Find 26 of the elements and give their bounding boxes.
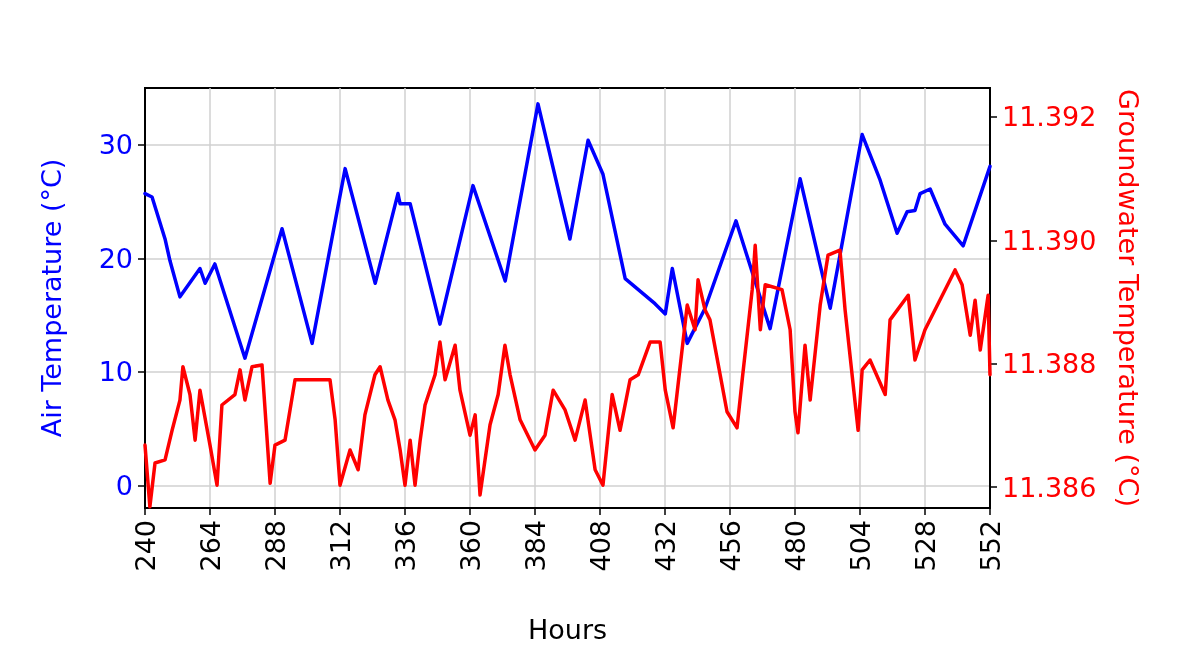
x-tick-label: 456 bbox=[714, 520, 746, 572]
x-tick-label: 288 bbox=[259, 520, 291, 572]
x-tick-label: 408 bbox=[584, 520, 616, 572]
x-tick-label: 552 bbox=[974, 520, 1006, 572]
y2-axis-title: Groundwater Temperature (°C) bbox=[1113, 89, 1144, 507]
x-tick-label: 432 bbox=[649, 520, 681, 572]
y-tick-label: 30 bbox=[98, 129, 133, 161]
x-tick-label: 360 bbox=[454, 520, 486, 572]
x-tick-label: 312 bbox=[324, 520, 356, 572]
x-tick-label: 240 bbox=[129, 520, 161, 572]
y2-tick-label: 11.392 bbox=[1002, 101, 1097, 133]
y-tick-label: 0 bbox=[115, 469, 133, 501]
line-series bbox=[143, 102, 992, 360]
x-tick-label: 528 bbox=[909, 520, 941, 572]
x-tick-label: 480 bbox=[779, 520, 811, 572]
x-tick-label: 384 bbox=[519, 520, 551, 572]
y2-tick-label: 11.386 bbox=[1002, 471, 1097, 503]
x-tick-label: 264 bbox=[194, 520, 226, 572]
x-tick-label: 504 bbox=[844, 520, 876, 572]
x-tick-label: 336 bbox=[389, 520, 421, 572]
x-axis-title: Hours bbox=[527, 614, 608, 645]
y2-tick-label: 11.388 bbox=[1002, 348, 1097, 380]
y2-tick-label: 11.390 bbox=[1002, 224, 1097, 256]
y-tick-label: 20 bbox=[98, 242, 133, 274]
y-tick-label: 10 bbox=[98, 356, 133, 388]
y-axis-title: Air Temperature (°C) bbox=[36, 158, 67, 438]
